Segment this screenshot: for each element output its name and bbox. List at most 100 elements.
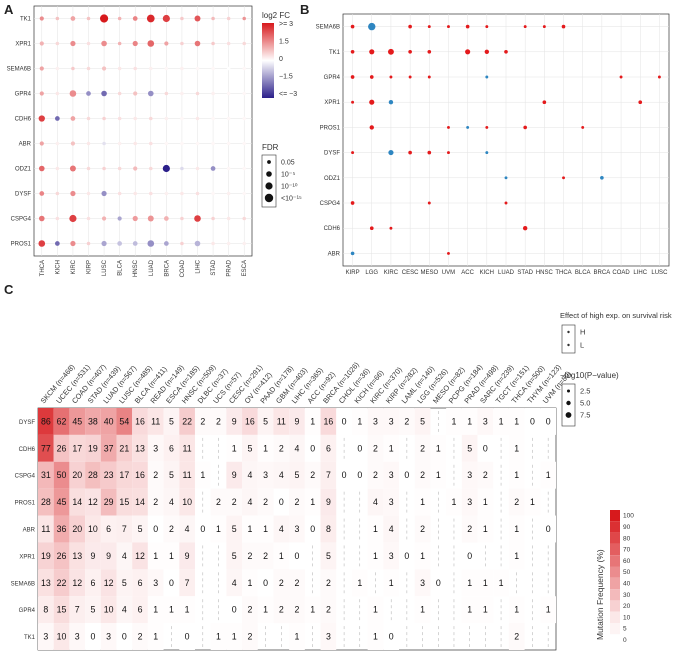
panel-b-point [369,75,374,79]
panel-a-point [180,116,184,121]
panel-c-cell [493,569,509,597]
panel-c-cell [242,569,258,597]
panel-c-cell [100,461,117,489]
panel-c-cell [461,542,478,570]
panel-c-legend-swatch [610,555,620,567]
panel-c-cell [179,488,195,516]
panel-a-point [132,16,138,21]
panel-c-cell-value: 1 [420,497,425,507]
panel-c-cell [69,542,86,570]
panel-c-cell [477,434,494,462]
panel-c-cell-value: 3 [153,578,158,588]
panel-c-cell-value: 0 [404,551,409,561]
panel-b-point [504,49,508,54]
panel-c-cell [132,596,148,624]
panel-c-cell-value: 0 [232,605,237,615]
panel-c-cell [383,623,400,650]
panel-c-cell-value: 3 [75,632,80,642]
panel-a-point [211,66,215,71]
panel-a-point [133,191,137,196]
panel-c-cell [257,569,274,597]
panel-c-cell [242,515,258,543]
panel-a-point [195,166,200,171]
panel-c-cell-value: 1 [247,524,252,534]
panel-c-cell [320,542,337,570]
panel-b-point [368,22,376,31]
panel-c-cell [38,434,54,462]
panel-c-cell-value: 1 [153,632,158,642]
panel-b-point [350,49,355,54]
panel-b-point [369,226,374,231]
panel-c-cell [163,434,180,462]
panel-a-point [39,16,44,21]
panel-c-cell [242,542,258,570]
panel-b-cancer-label: BLCA [575,270,591,276]
panel-c-cell [100,542,117,570]
panel-c-cell-value: 11 [41,524,50,534]
panel-c-cell-value: 3 [43,632,48,642]
panel-a-point [210,166,216,171]
panel-c-cell-value: 20 [72,470,82,480]
panel-c-cell-value: 16 [245,416,255,426]
panel-c-cell-value: 15 [119,497,129,507]
panel-c-cell [367,408,384,435]
panel-c-cell [116,408,133,435]
panel-c-cell-value: 5 [326,551,331,561]
panel-c-legend-tick: 50 [623,569,631,576]
panel-c-cell [132,569,148,597]
panel-c-cell-value: 2 [420,524,425,534]
panel-b-cancer-label: LGG [365,270,378,276]
panel-c-cell [210,488,227,516]
panel-a-point [70,141,76,146]
panel-c-legend-risk-label: L [580,341,584,350]
panel-a-point [101,40,107,47]
panel-c-cell-value: 45 [72,416,82,426]
panel-a-point [226,16,231,21]
panel-c-cell [100,488,117,516]
panel-b-gene-label: ABR [328,251,341,257]
panel-c-cell [540,461,556,489]
panel-b-point [427,150,432,155]
panel-c-cell [116,434,133,462]
panel-c-cell [69,434,86,462]
panel-a-legend-fc-bar [262,23,274,98]
panel-a-point [117,216,122,221]
panel-c-cell-value: 3 [106,632,111,642]
panel-c-cell [461,488,478,516]
panel-b-point [387,48,394,55]
panel-a-legend-fc-tick: <= −3 [279,91,297,98]
panel-c-cell [85,542,101,570]
panel-c-cell [414,488,431,516]
panel-c-cell [304,515,321,543]
panel-c-cell-value: 13 [72,551,82,561]
panel-c-cell-value: 1 [467,605,472,615]
panel-a-gene-label: TK1 [20,17,32,23]
panel-a-point [211,141,215,146]
panel-c-cell [226,569,243,597]
panel-c-cell [179,542,195,570]
panel-c-cell-value: 77 [41,443,51,453]
panel-c-cell [508,461,525,489]
panel-c-cell-value: 19 [41,551,51,561]
panel-a-point [86,216,91,221]
panel-a-gene-label: XPR1 [15,42,31,48]
panel-a-point [55,41,60,46]
panel-a-legend-fc-tick: >= 3 [279,21,293,28]
panel-c-cell-value: 2 [279,443,284,453]
panel-a-point [194,40,201,47]
panel-c-cell [38,515,54,543]
panel-a-point [69,214,77,223]
panel-c-cell [304,408,321,435]
panel-a-point [101,240,107,247]
panel-c-cell-value: 2 [247,551,252,561]
panel-c-cell-value: 1 [310,605,315,615]
panel-c-cell [367,623,384,650]
panel-c-cell [85,515,101,543]
panel-c-cell-value: 1 [483,497,488,507]
panel-a-cancer-label: KICH [55,260,61,274]
panel-b-gene-label: TK1 [329,50,341,56]
panel-a-gene-label: CDH6 [15,117,32,123]
panel-c-cell [38,461,54,489]
panel-c-cell-value: 1 [373,524,378,534]
panel-a-point [39,66,44,71]
